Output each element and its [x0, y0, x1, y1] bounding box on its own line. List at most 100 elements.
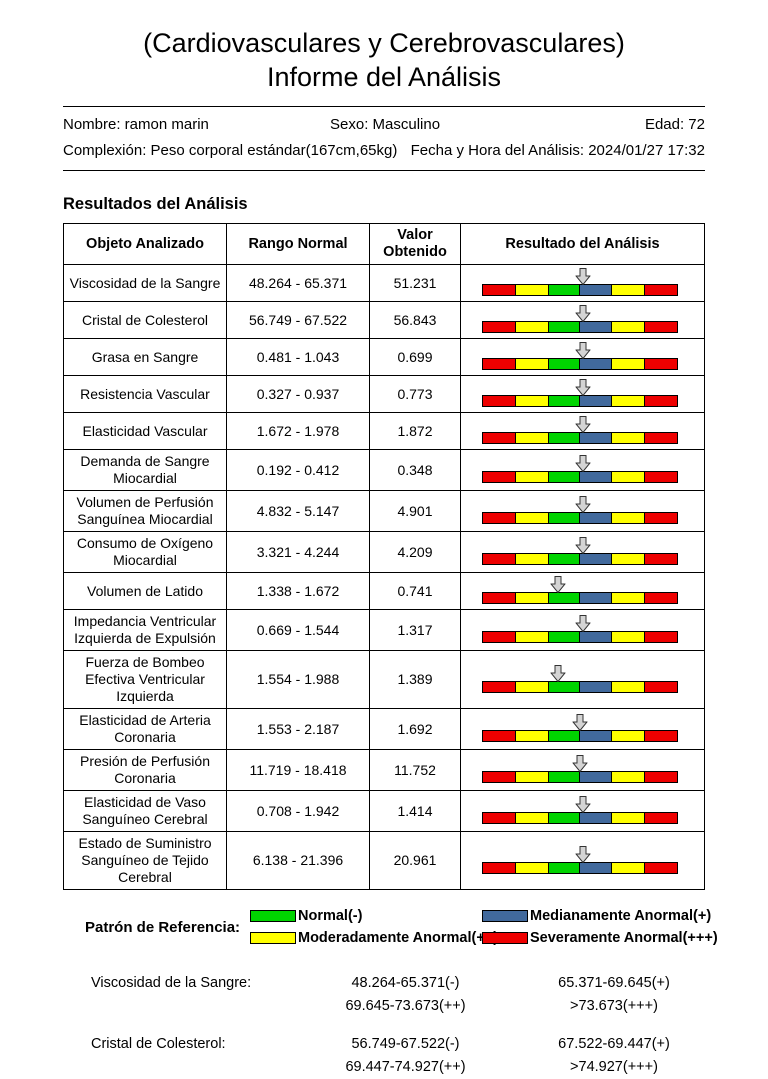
- legend-item: Moderadamente Anormal(++): [250, 930, 498, 946]
- analysis-datetime: Fecha y Hora del Análisis: 2024/01/27 17…: [410, 142, 705, 159]
- analyzed-item-cell: Demanda de Sangre Miocardial: [63, 449, 227, 491]
- analyzed-item-cell: Volumen de Perfusión Sanguínea Miocardia…: [63, 490, 227, 532]
- result-bar-area: [482, 305, 683, 335]
- bar-segment-moderadamente-anormal-izq: [515, 592, 550, 604]
- result-arrow-icon: [575, 305, 590, 322]
- normal-range-cell: 4.832 - 5.147: [226, 490, 370, 532]
- reference-range-col1: 56.749-67.522(-) 69.447-74.927(++): [288, 1033, 523, 1079]
- normal-range-cell: 1.554 - 1.988: [226, 650, 370, 709]
- bar-segment-moderadamente-anormal-der: [610, 321, 645, 333]
- obtained-value-cell: 51.231: [369, 264, 461, 302]
- reference-block: Cristal de Colesterol: 56.749-67.522(-) …: [63, 1033, 705, 1079]
- result-bar: [482, 592, 683, 604]
- normal-range-cell: 1.672 - 1.978: [226, 412, 370, 450]
- bar-segment-medianamente-anormal: [579, 592, 612, 604]
- result-bar: [482, 680, 683, 693]
- normal-range-cell: 6.138 - 21.396: [226, 831, 370, 890]
- result-bar: [482, 395, 683, 407]
- bar-segment-normal: [548, 358, 581, 370]
- legend-item-label: Moderadamente Anormal(++): [298, 930, 499, 946]
- result-cell: [460, 650, 705, 709]
- bar-segment-severamente-anormal-izq: [482, 432, 517, 444]
- result-bar: [482, 861, 683, 874]
- bar-segment-moderadamente-anormal-der: [610, 432, 645, 444]
- table-row: Elasticidad de Arteria Coronaria 1.553 -…: [63, 708, 705, 750]
- reference-item-label: Cristal de Colesterol:: [91, 1036, 226, 1052]
- table-row: Fuerza de Bombeo Efectiva Ventricular Iz…: [63, 650, 705, 709]
- bar-segment-moderadamente-anormal-der: [610, 680, 645, 693]
- result-arrow-icon: [575, 416, 590, 433]
- result-bar: [482, 553, 683, 565]
- table-row: Viscosidad de la Sangre 48.264 - 65.371 …: [63, 264, 705, 302]
- result-arrow-icon: [572, 714, 588, 731]
- bar-segment-severamente-anormal-izq: [482, 631, 517, 643]
- bar-segment-moderadamente-anormal-der: [610, 358, 645, 370]
- legend-color-swatch: [250, 932, 296, 944]
- report-title-line2: Informe del Análisis: [266, 62, 502, 92]
- obtained-value-cell: 20.961: [369, 831, 461, 890]
- legend-color-swatch: [482, 932, 528, 944]
- result-arrow-icon: [575, 615, 590, 632]
- result-bar-area: [482, 455, 683, 485]
- normal-range-cell: 1.553 - 2.187: [226, 708, 370, 750]
- result-bar-area: [482, 342, 683, 372]
- bar-segment-moderadamente-anormal-der: [610, 471, 645, 483]
- result-bar-area: [482, 615, 683, 645]
- bar-segment-moderadamente-anormal-der: [610, 861, 645, 874]
- result-bar: [482, 631, 683, 643]
- bar-segment-severamente-anormal-der: [643, 861, 678, 874]
- obtained-value-cell: 1.692: [369, 708, 461, 750]
- analyzed-item-cell: Fuerza de Bombeo Efectiva Ventricular Iz…: [63, 650, 227, 709]
- bar-segment-moderadamente-anormal-izq: [515, 432, 550, 444]
- patient-info: Nombre: ramon marin Sexo: Masculino Edad…: [63, 106, 705, 171]
- result-arrow-icon: [575, 342, 590, 359]
- obtained-value-cell: 56.843: [369, 301, 461, 339]
- result-cell: [460, 749, 705, 791]
- bar-segment-severamente-anormal-izq: [482, 861, 517, 874]
- bar-segment-severamente-anormal-der: [643, 358, 678, 370]
- bar-segment-moderadamente-anormal-der: [610, 631, 645, 643]
- table-row: Volumen de Latido 1.338 - 1.672 0.741: [63, 572, 705, 610]
- bar-segment-normal: [548, 812, 581, 824]
- bar-segment-moderadamente-anormal-izq: [515, 730, 550, 742]
- bar-segment-moderadamente-anormal-der: [610, 771, 645, 783]
- result-cell: [460, 572, 705, 610]
- bar-segment-normal: [548, 432, 581, 444]
- obtained-value-cell: 4.209: [369, 531, 461, 573]
- result-cell: [460, 375, 705, 413]
- result-bar-area: [482, 664, 683, 695]
- bar-segment-severamente-anormal-izq: [482, 284, 517, 296]
- obtained-value-cell: 1.389: [369, 650, 461, 709]
- result-bar: [482, 730, 683, 742]
- bar-segment-medianamente-anormal: [579, 321, 612, 333]
- legend-color-swatch: [250, 910, 296, 922]
- bar-segment-severamente-anormal-der: [643, 771, 678, 783]
- result-bar: [482, 284, 683, 296]
- bar-segment-moderadamente-anormal-izq: [515, 631, 550, 643]
- col-header-resultado: Resultado del Análisis: [460, 223, 705, 265]
- table-row: Impedancia Ventricular Izquierda de Expu…: [63, 609, 705, 651]
- bar-segment-medianamente-anormal: [579, 395, 612, 407]
- result-cell: [460, 831, 705, 890]
- table-row: Consumo de Oxígeno Miocardial 3.321 - 4.…: [63, 531, 705, 573]
- normal-range-cell: 0.708 - 1.942: [226, 790, 370, 832]
- legend-items: Normal(-) Medianamente Anormal(+) Modera…: [250, 908, 718, 946]
- result-arrow-icon: [575, 379, 590, 396]
- bar-segment-normal: [548, 321, 581, 333]
- reference-block: Viscosidad de la Sangre: 48.264-65.371(-…: [63, 972, 705, 1018]
- patient-build: Complexión: Peso corporal estándar(167cm…: [63, 142, 398, 159]
- bar-segment-severamente-anormal-der: [643, 730, 678, 742]
- reference-item-label: Viscosidad de la Sangre:: [91, 975, 252, 991]
- bar-segment-moderadamente-anormal-izq: [515, 471, 550, 483]
- bar-segment-medianamente-anormal: [579, 512, 612, 524]
- analyzed-item-cell: Elasticidad de Arteria Coronaria: [63, 708, 227, 750]
- table-row: Resistencia Vascular 0.327 - 0.937 0.773: [63, 375, 705, 413]
- bar-segment-medianamente-anormal: [579, 730, 612, 742]
- analyzed-item-cell: Grasa en Sangre: [63, 338, 227, 376]
- result-arrow-icon: [575, 455, 590, 472]
- result-cell: [460, 449, 705, 491]
- analyzed-item-cell: Impedancia Ventricular Izquierda de Expu…: [63, 609, 227, 651]
- reference-range-value: 67.522-69.447(+): [558, 1036, 670, 1052]
- normal-range-cell: 0.481 - 1.043: [226, 338, 370, 376]
